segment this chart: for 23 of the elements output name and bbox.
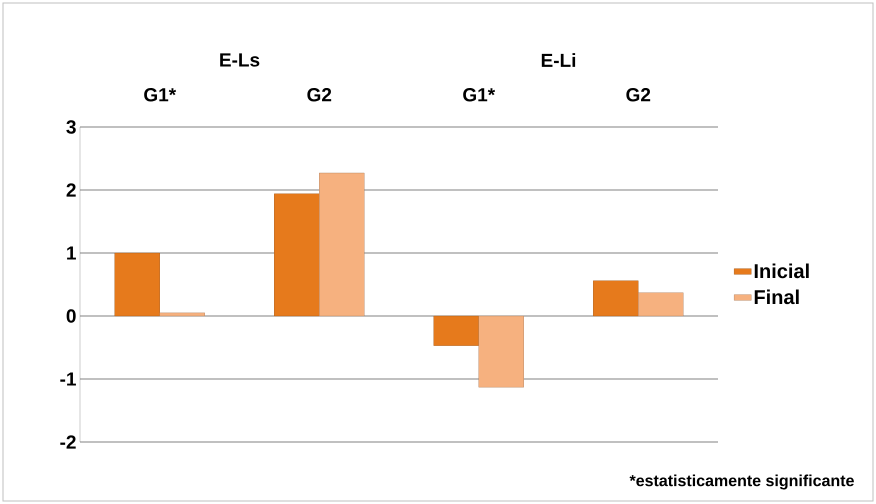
text: E-Ls bbox=[220, 53, 260, 67]
x-tick-label: G1* bbox=[463, 88, 496, 102]
x-tick-label: G1* bbox=[144, 88, 176, 102]
bar bbox=[274, 194, 320, 316]
bar bbox=[114, 252, 160, 316]
bar bbox=[160, 312, 205, 316]
bar bbox=[593, 280, 638, 316]
text: E-Li bbox=[542, 53, 576, 67]
y-tick-label: 1 bbox=[67, 246, 76, 260]
legend-label: Inicial bbox=[754, 264, 809, 278]
legend-label: Final bbox=[754, 290, 799, 304]
bar bbox=[319, 172, 364, 316]
bar bbox=[434, 316, 479, 346]
y-tick-label: 2 bbox=[66, 183, 76, 197]
bar bbox=[478, 316, 524, 388]
bar bbox=[638, 292, 684, 316]
y-tick-label: 0 bbox=[66, 309, 76, 323]
x-tick-label: G2 bbox=[307, 88, 332, 102]
y-tick-label: 3 bbox=[66, 120, 76, 134]
x-tick-label: G2 bbox=[626, 88, 650, 102]
text: *estatisticamente significante bbox=[630, 474, 854, 490]
y-tick-label: -2 bbox=[60, 435, 76, 449]
y-tick-label: -1 bbox=[60, 372, 76, 386]
